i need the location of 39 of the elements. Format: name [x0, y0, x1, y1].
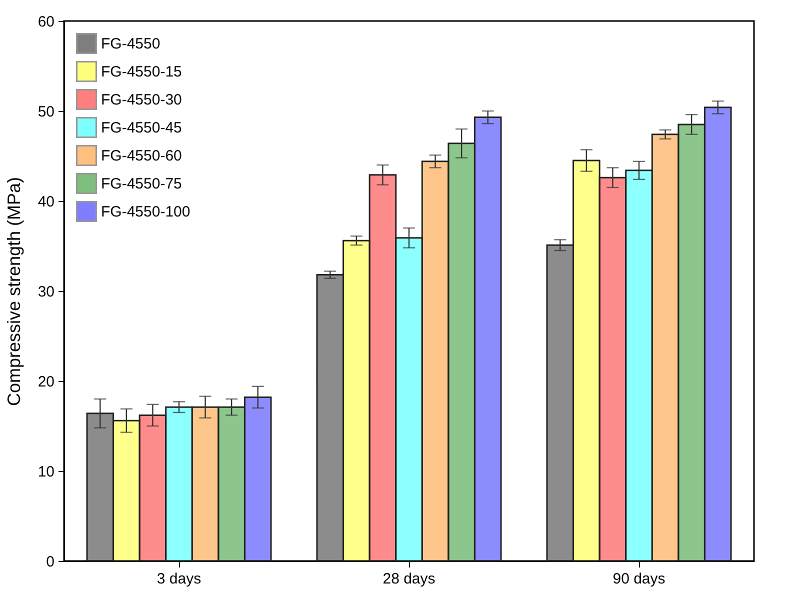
bar — [572, 160, 600, 562]
legend-label: FG-4550-100 — [101, 204, 190, 220]
bar — [316, 274, 344, 562]
x-tick-label: 90 days — [612, 570, 666, 588]
bar — [625, 170, 653, 562]
y-tick-label: 50 — [38, 104, 54, 120]
y-tick-label: 0 — [46, 554, 54, 570]
bar — [342, 240, 370, 562]
legend-label: FG-4550 — [101, 36, 160, 52]
bar — [474, 116, 502, 562]
y-axis-title: Compressive strength (MPa) — [4, 176, 24, 406]
legend-label: FG-4550-45 — [101, 120, 182, 136]
bar — [244, 396, 272, 562]
bar — [448, 142, 476, 562]
bar — [138, 414, 167, 562]
y-tick-label: 30 — [38, 284, 54, 300]
bar — [421, 160, 450, 562]
bar — [86, 412, 114, 562]
legend-label: FG-4550-60 — [101, 148, 182, 164]
x-tick-label: 3 days — [156, 570, 202, 588]
bar — [704, 106, 732, 562]
legend-label: FG-4550-30 — [101, 92, 182, 108]
legend-label: FG-4550-15 — [101, 64, 182, 80]
bar — [191, 406, 220, 562]
bar — [546, 244, 574, 562]
bar — [651, 134, 680, 562]
bar — [678, 124, 706, 562]
bar — [395, 237, 423, 562]
bar — [598, 176, 627, 562]
bar — [368, 174, 397, 562]
y-tick-label: 60 — [38, 14, 54, 30]
y-tick-label: 10 — [38, 464, 54, 480]
x-tick-label: 28 days — [382, 570, 436, 588]
y-tick-label: 20 — [38, 374, 54, 390]
y-tick-label: 40 — [38, 194, 54, 210]
legend-label: FG-4550-75 — [101, 176, 182, 192]
bar — [112, 420, 140, 562]
bar — [165, 406, 193, 562]
bar — [218, 406, 246, 562]
